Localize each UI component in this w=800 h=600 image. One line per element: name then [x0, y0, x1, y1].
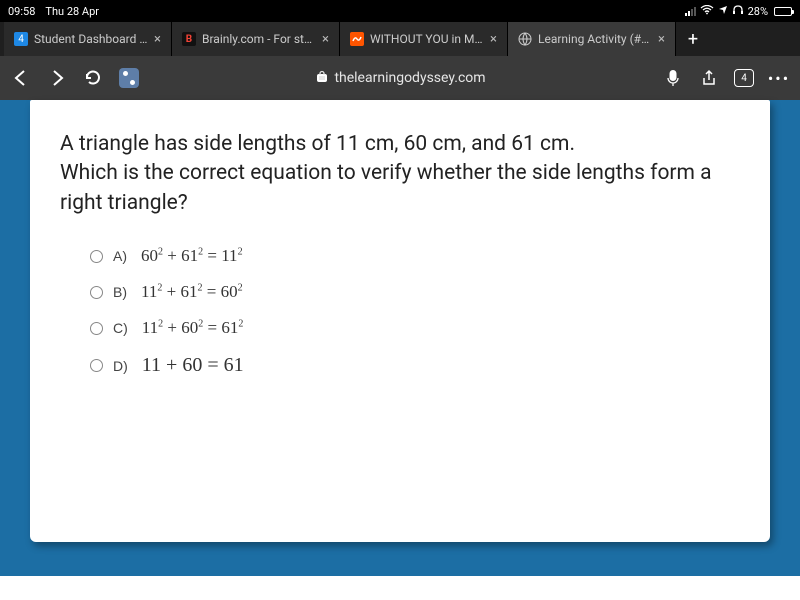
browser-tab-2[interactable]: WITHOUT YOU in My so ×: [340, 22, 508, 56]
favicon-icon: B: [182, 32, 196, 46]
answer-option-b[interactable]: B) 112 + 612 = 602: [90, 282, 740, 302]
answer-equation: 112 + 602 = 612: [142, 318, 244, 338]
headphones-icon: [732, 5, 744, 18]
close-icon[interactable]: ×: [322, 32, 329, 47]
answer-equation: 112 + 612 = 602: [141, 282, 243, 302]
browser-tab-0[interactable]: 4 Student Dashboard - Tim ×: [4, 22, 172, 56]
tab-label: Learning Activity (#QZM: [538, 32, 652, 46]
radio-icon[interactable]: [90, 322, 103, 335]
radio-icon[interactable]: [90, 250, 103, 263]
answer-equation: 11 + 60 = 61: [142, 354, 244, 377]
site-groups-button[interactable]: [118, 67, 140, 89]
new-tab-button[interactable]: +: [676, 22, 710, 56]
lock-icon: [316, 70, 328, 86]
question-text: A triangle has side lengths of 11 cm, 60…: [60, 130, 740, 218]
battery-icon: [774, 7, 792, 16]
page-viewport: A triangle has side lengths of 11 cm, 60…: [0, 100, 800, 600]
status-date: Thu 28 Apr: [45, 5, 99, 18]
wifi-icon: [700, 5, 714, 18]
favicon-icon: [350, 32, 364, 46]
address-bar[interactable]: thelearningodyssey.com: [154, 70, 648, 86]
browser-tab-strip: 4 Student Dashboard - Tim × B Brainly.co…: [0, 22, 800, 56]
tab-count-button[interactable]: 4: [734, 69, 754, 87]
browser-tab-1[interactable]: B Brainly.com - For studen ×: [172, 22, 340, 56]
browser-toolbar: thelearningodyssey.com 4 •••: [0, 56, 800, 100]
radio-icon[interactable]: [90, 286, 103, 299]
more-button[interactable]: •••: [768, 67, 790, 89]
answer-list: A) 602 + 612 = 112 B) 112 + 612 = 602 C)…: [90, 246, 740, 377]
question-card: A triangle has side lengths of 11 cm, 60…: [30, 100, 770, 542]
battery-percent: 28%: [748, 5, 768, 18]
browser-tab-3[interactable]: Learning Activity (#QZM ×: [508, 22, 676, 56]
answer-letter: B): [113, 284, 127, 300]
mic-button[interactable]: [662, 67, 684, 89]
page-footer-strip: [0, 576, 800, 600]
answer-option-a[interactable]: A) 602 + 612 = 112: [90, 246, 740, 266]
answer-option-c[interactable]: C) 112 + 602 = 612: [90, 318, 740, 338]
status-bar: 09:58 Thu 28 Apr 28%: [0, 0, 800, 22]
globe-icon: [518, 32, 532, 46]
url-host: thelearningodyssey.com: [334, 70, 485, 86]
forward-button[interactable]: [46, 67, 68, 89]
back-button[interactable]: [10, 67, 32, 89]
answer-letter: D): [113, 358, 128, 374]
tab-label: WITHOUT YOU in My so: [370, 32, 484, 46]
radio-icon[interactable]: [90, 359, 103, 372]
close-icon[interactable]: ×: [154, 32, 161, 47]
signal-icon: [685, 7, 696, 16]
status-time: 09:58: [8, 5, 35, 18]
close-icon[interactable]: ×: [490, 32, 497, 47]
reload-button[interactable]: [82, 67, 104, 89]
favicon-icon: 4: [14, 32, 28, 46]
answer-letter: A): [113, 248, 127, 264]
share-button[interactable]: [698, 67, 720, 89]
location-icon: [718, 5, 728, 18]
tab-label: Brainly.com - For studen: [202, 32, 316, 46]
answer-option-d[interactable]: D) 11 + 60 = 61: [90, 354, 740, 377]
close-icon[interactable]: ×: [658, 32, 665, 47]
answer-letter: C): [113, 320, 128, 336]
tab-label: Student Dashboard - Tim: [34, 32, 148, 46]
answer-equation: 602 + 612 = 112: [141, 246, 243, 266]
